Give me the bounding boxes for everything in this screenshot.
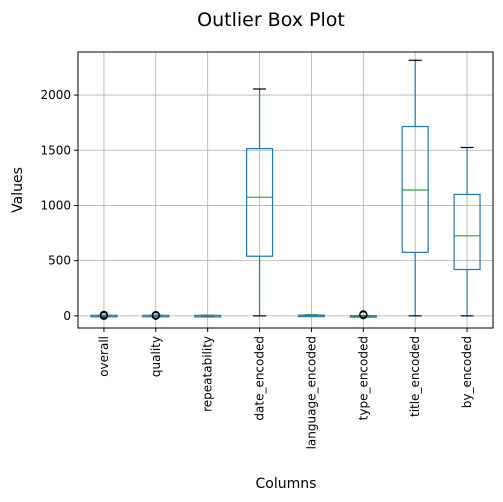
- y-tick-label: 0: [63, 309, 71, 323]
- x-tick-label: type_encoded: [356, 336, 370, 420]
- grid-lines: [78, 52, 493, 328]
- y-tick-label: 500: [48, 254, 71, 268]
- x-tick-label: title_encoded: [408, 336, 422, 417]
- box-iqr: [453, 193, 481, 271]
- y-axis: 0 500 1000 1500 2000: [40, 88, 78, 323]
- box-repeatability: [194, 314, 222, 318]
- y-tick-label: 1000: [40, 198, 71, 212]
- box-quality: [142, 310, 170, 320]
- x-tick-label: date_encoded: [253, 336, 267, 421]
- x-axis-title: Columns: [256, 476, 317, 492]
- outlier-point: [151, 310, 160, 319]
- x-tick-label: overall: [97, 336, 111, 377]
- box-overall: [90, 310, 118, 320]
- x-tick-label: language_encoded: [304, 336, 318, 449]
- box-type_encoded: [349, 310, 377, 320]
- y-tick-label: 1500: [40, 143, 71, 157]
- box-series: [90, 59, 481, 320]
- box-by_encoded: [453, 146, 481, 317]
- box-title_encoded: [401, 59, 429, 317]
- box-iqr: [245, 148, 274, 257]
- x-tick-label: by_encoded: [460, 336, 474, 408]
- outlier-point: [359, 310, 368, 319]
- plot-area-frame: [77, 51, 494, 329]
- x-axis: overall quality repeatability date_encoded l…: [97, 328, 474, 449]
- x-tick-label: quality: [149, 336, 163, 377]
- box-date_encoded: [245, 88, 274, 317]
- outlier-point: [99, 310, 108, 319]
- y-axis-title: Values: [10, 167, 26, 213]
- x-tick-label: repeatability: [201, 336, 215, 412]
- y-tick-label: 2000: [40, 88, 71, 102]
- box-language_encoded: [297, 314, 326, 318]
- chart-title: Outlier Box Plot: [197, 9, 345, 31]
